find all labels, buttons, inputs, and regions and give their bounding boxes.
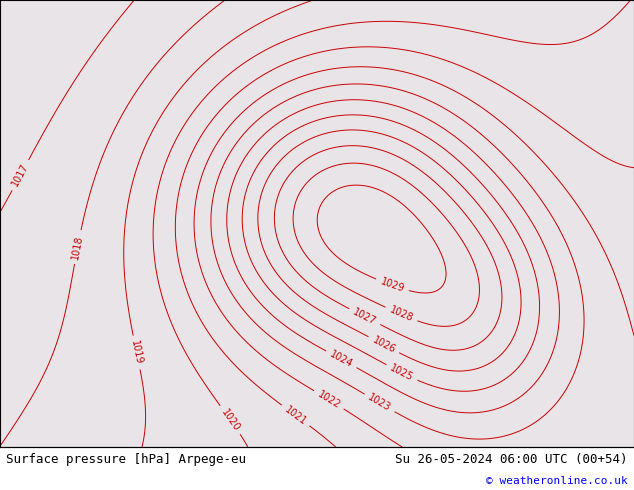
Text: 1020: 1020 (219, 407, 242, 433)
Text: 1017: 1017 (10, 162, 30, 188)
Text: Su 26-05-2024 06:00 UTC (00+54): Su 26-05-2024 06:00 UTC (00+54) (395, 453, 628, 466)
Text: 1022: 1022 (316, 389, 342, 411)
Text: 1023: 1023 (366, 392, 392, 414)
Text: 1019: 1019 (129, 340, 144, 366)
Text: 1026: 1026 (370, 335, 397, 355)
Text: 1028: 1028 (388, 305, 415, 324)
Text: Surface pressure [hPa] Arpege-eu: Surface pressure [hPa] Arpege-eu (6, 453, 247, 466)
Text: 1024: 1024 (328, 349, 354, 369)
Text: 1018: 1018 (70, 234, 85, 260)
Text: 1029: 1029 (379, 276, 406, 294)
Text: © weatheronline.co.uk: © weatheronline.co.uk (486, 476, 628, 487)
Text: 1027: 1027 (351, 307, 378, 327)
Text: 1021: 1021 (283, 404, 309, 427)
Text: 1025: 1025 (389, 363, 415, 383)
